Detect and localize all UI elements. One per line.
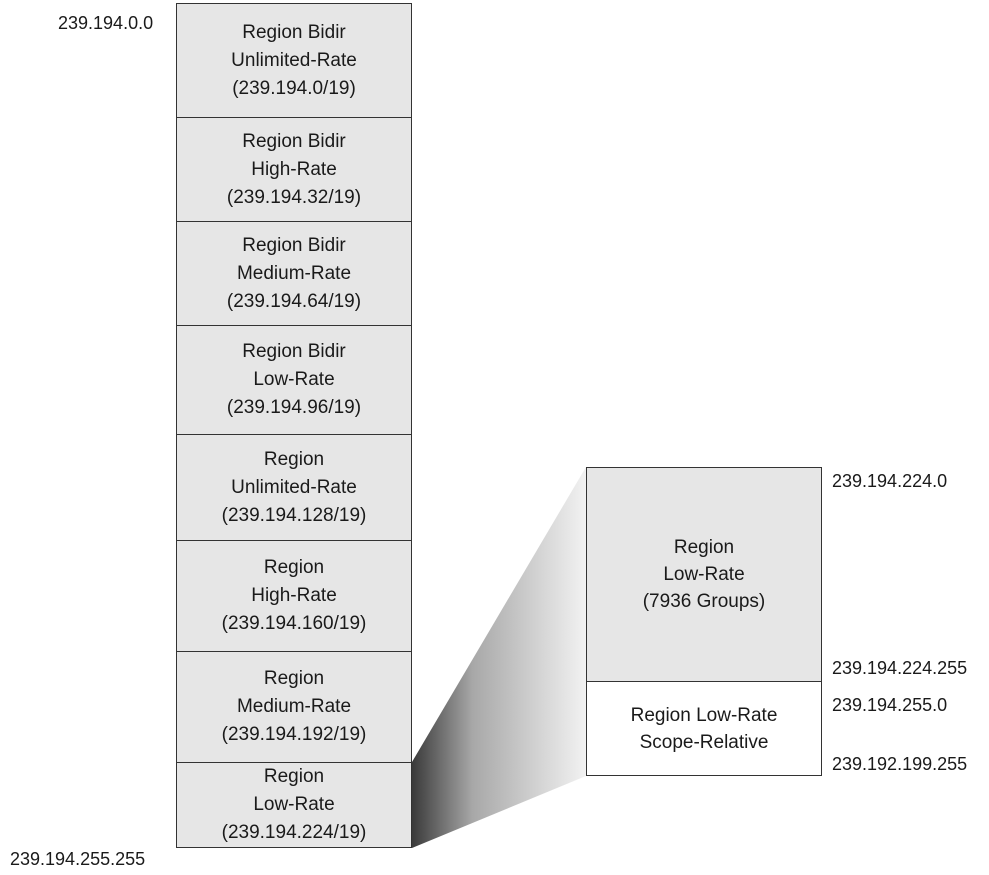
block-line: Region [673,537,735,558]
main-start-address: 239.194.0.0 [58,13,154,33]
main-end-address: 239.194.255.255 [10,849,146,869]
block-line: Region Low-Rate [630,704,778,726]
block-line: (239.194.224/19) [221,822,367,843]
block-line: Region [263,766,325,787]
block-line: (239.194.32/19) [226,186,362,208]
block-region-bidir-unlimited-rate: Region Bidir Unlimited-Rate (239.194.0/1… [176,3,412,118]
block-line: (239.194.96/19) [226,397,362,418]
block-line: (239.194.160/19) [221,613,367,634]
block-line: Region Bidir [242,130,346,152]
block-region-bidir-medium-rate: Region Bidir Medium-Rate (239.194.64/19) [176,221,412,326]
zoom-address-199-255: 239.192.199.255 [832,754,968,774]
block-line: Region Bidir [242,234,346,256]
block-region-low-rate: Region Low-Rate (239.194.224/19) [176,762,412,848]
block-line: (239.194.64/19) [226,290,362,312]
zoom-address-255-0: 239.194.255.0 [832,695,948,715]
block-line: High-Rate [251,585,337,606]
block-line: (239.194.192/19) [221,724,367,745]
block-region-bidir-low-rate: Region Bidir Low-Rate (239.194.96/19) [176,325,412,435]
zoom-block-scope-relative: Region Low-Rate Scope-Relative [586,681,822,776]
block-line: High-Rate [251,158,337,180]
block-line: Region [263,668,325,689]
block-line: Low-Rate [663,564,745,585]
block-line: Scope-Relative [639,731,769,753]
block-line: (7936 Groups) [642,591,766,612]
block-line: Low-Rate [253,794,335,815]
block-line: Unlimited-Rate [231,49,357,71]
block-region-high-rate: Region High-Rate (239.194.160/19) [176,540,412,652]
block-line: Region Bidir [242,341,346,362]
zoom-block-region-low-rate: Region Low-Rate (7936 Groups) [586,467,822,682]
block-line: (239.194.128/19) [221,504,367,526]
block-region-unlimited-rate: Region Unlimited-Rate (239.194.128/19) [176,434,412,541]
block-region-medium-rate: Region Medium-Rate (239.194.192/19) [176,651,412,763]
block-line: Low-Rate [253,369,335,390]
block-line: Region Bidir [242,21,346,43]
block-line: Medium-Rate [236,696,352,717]
block-line: Medium-Rate [236,262,352,284]
block-line: Region [263,557,325,578]
block-region-bidir-high-rate: Region Bidir High-Rate (239.194.32/19) [176,117,412,222]
block-line: Region [263,448,325,470]
block-line: (239.194.0/19) [232,77,356,99]
block-line: Unlimited-Rate [231,476,357,498]
zoom-address-224-0: 239.194.224.0 [832,471,948,491]
zoom-address-224-255: 239.194.224.255 [832,658,968,678]
